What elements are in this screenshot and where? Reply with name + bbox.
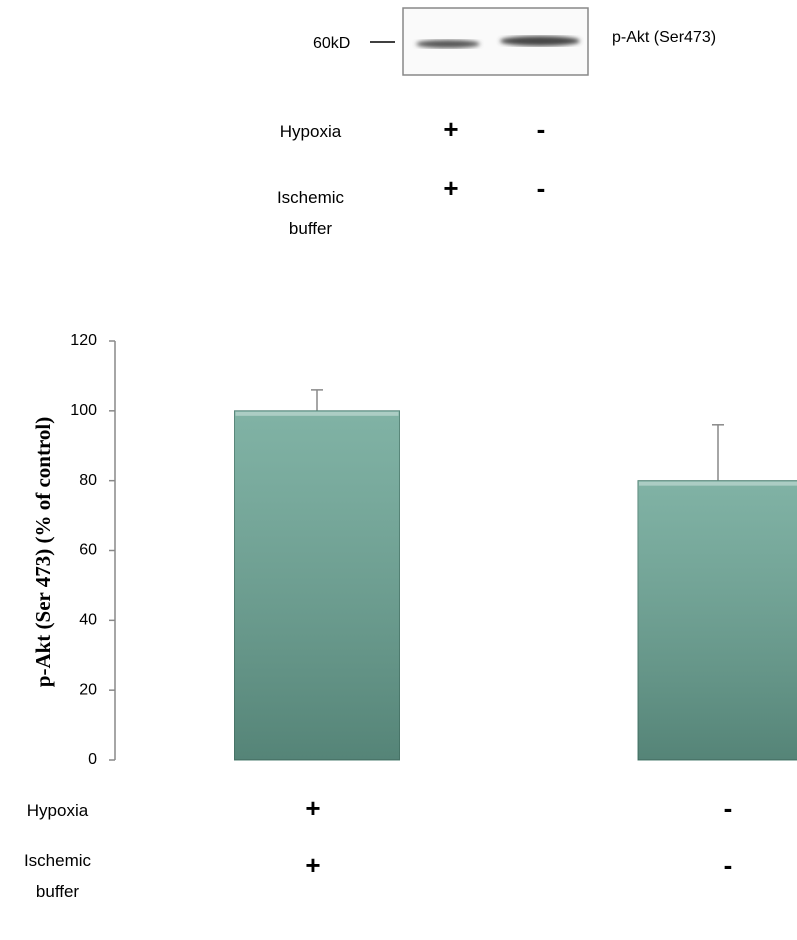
bar-highlight [639, 482, 797, 486]
bar-highlight [236, 412, 399, 416]
condition-symbol: - [713, 793, 743, 823]
condition-symbol: - [526, 173, 556, 203]
y-tick-label: 0 [88, 751, 97, 768]
blot-band [416, 40, 480, 48]
condition-symbol: - [713, 850, 743, 880]
condition-symbol: + [436, 114, 466, 144]
bar-shade [235, 411, 400, 760]
condition-label: Ischemic buffer [258, 182, 363, 244]
blot-marker: 60kD [313, 35, 350, 52]
y-tick-label: 80 [79, 472, 97, 489]
condition-label: Ischemic buffer [10, 845, 105, 907]
chart: 60kD p-Akt (Ser473) p-Akt (Ser 473) (% o… [0, 0, 797, 940]
condition-symbol: + [436, 173, 466, 203]
y-axis-label: p-Akt (Ser 473) (% of control) [31, 417, 55, 687]
y-tick-label: 100 [70, 402, 97, 419]
condition-symbol: + [298, 850, 328, 880]
condition-label: Hypoxia [10, 795, 105, 826]
y-tick-label: 20 [79, 681, 97, 698]
y-tick-label: 60 [79, 542, 97, 559]
condition-symbol: + [298, 793, 328, 823]
y-tick-label: 120 [70, 332, 97, 349]
page: 60kD p-Akt (Ser473) p-Akt (Ser 473) (% o… [0, 0, 797, 940]
blot-band [500, 36, 580, 46]
condition-symbol: - [526, 114, 556, 144]
blot-label: p-Akt (Ser473) [612, 29, 716, 46]
condition-label: Hypoxia [258, 116, 363, 147]
bar-shade [638, 481, 797, 760]
y-tick-label: 40 [79, 612, 97, 629]
